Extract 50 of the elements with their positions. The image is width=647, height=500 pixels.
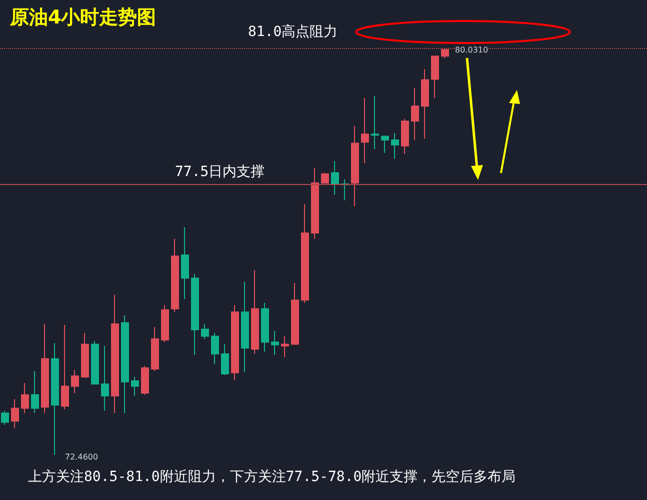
candlestick: [331, 160, 339, 196]
chart-title: 原油4小时走势图: [9, 6, 156, 28]
candlestick: [1, 410, 9, 426]
candlestick: [291, 282, 299, 345]
candlestick: [81, 332, 89, 378]
candlestick: [251, 270, 259, 354]
candlestick: [321, 172, 329, 184]
candlestick: [421, 68, 429, 140]
candlestick: [351, 126, 359, 207]
candlestick: [181, 226, 189, 300]
candlestick: [41, 323, 49, 414]
candlestick: [21, 382, 29, 414]
candlestick: [301, 203, 309, 304]
candlestick: [391, 132, 399, 160]
candlestick: [311, 167, 319, 240]
candlestick: [151, 326, 159, 372]
candlestick: [71, 370, 79, 394]
candlestick: [141, 365, 149, 396]
candlestick: [131, 376, 139, 396]
candlestick: [51, 342, 59, 456]
candlestick: [171, 238, 179, 313]
candlestick: [111, 294, 119, 414]
candlestick: [441, 48, 449, 59]
annotation: 72.4600: [65, 452, 98, 462]
candlestick: [231, 304, 239, 381]
candlestick: [31, 370, 39, 414]
candlestick: [431, 56, 439, 99]
candlestick: [281, 336, 289, 358]
candlestick: [211, 332, 219, 365]
candlestick: [201, 323, 209, 340]
candlestick: [121, 314, 129, 414]
candlestick: [91, 340, 99, 385]
candlestick: [221, 344, 229, 376]
candlestick: [401, 118, 409, 154]
text: 80.0310: [455, 46, 488, 54]
candlestick: [101, 345, 109, 412]
candlestick: [241, 281, 249, 373]
candlestick: [11, 398, 19, 429]
candlestick: [371, 95, 379, 150]
candlestick: [361, 98, 369, 164]
candlestick: [161, 304, 169, 343]
candlestick: [411, 87, 419, 140]
text: 81.0高点阻力: [248, 24, 338, 40]
candlestick: [261, 302, 269, 352]
ref-line-label: 77.5日内支撑: [175, 164, 265, 180]
text: 上方关注80.5-81.0附近阻力，下方关注77.5-78.0附近支撑，先空后多布局: [28, 469, 516, 485]
candlestick: [381, 136, 389, 154]
candlestick: [271, 330, 279, 356]
candlestick: [191, 273, 199, 356]
candlestick: [61, 324, 69, 410]
